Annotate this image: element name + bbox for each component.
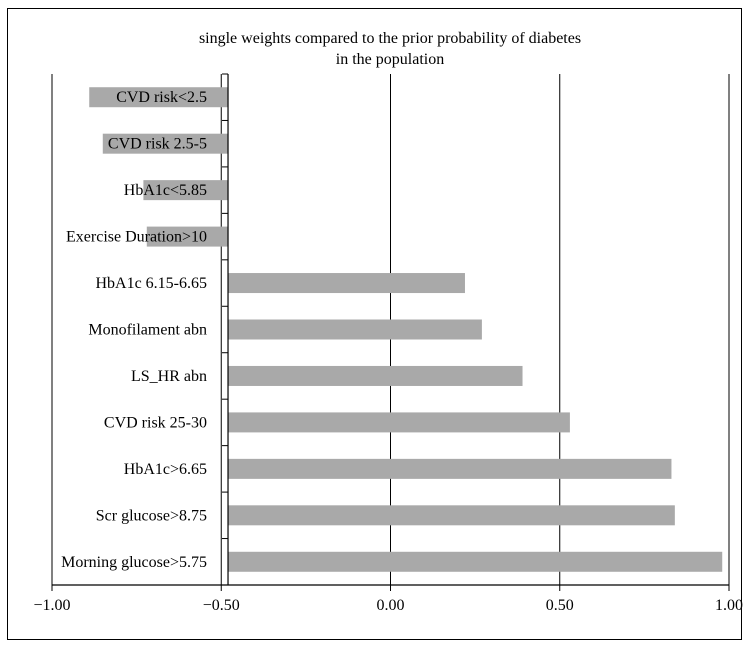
category-label-6: LS_HR abn (131, 368, 207, 385)
category-labels: CVD risk<2.5 CVD risk 2.5-5 HbA1c<5.85 Exer… (61, 89, 207, 571)
x-tick-label-4: 1.00 (715, 597, 743, 614)
chart-title-line-1: single weights compared to the prior pro… (199, 30, 581, 47)
x-tick-labels: −1.00 −0.50 0.00 0.50 1.00 (33, 597, 743, 614)
x-tick-label-3: 0.50 (546, 597, 574, 614)
category-label-7: CVD risk 25-30 (104, 414, 207, 431)
category-label-1: CVD risk 2.5-5 (108, 136, 207, 153)
bar-1 (102, 133, 229, 154)
bar-8 (228, 458, 672, 479)
category-label-5: Monofilament abn (88, 322, 207, 339)
bar-2 (143, 180, 229, 201)
bars (89, 87, 723, 572)
axes (51, 73, 730, 591)
bar-5 (228, 319, 482, 340)
gridlines (51, 74, 730, 585)
category-label-2: HbA1c<5.85 (124, 182, 207, 199)
bar-6 (228, 365, 523, 386)
bar-9 (228, 505, 675, 526)
bar-7 (228, 412, 570, 433)
x-tick-label-2: 0.00 (377, 597, 405, 614)
x-tick-label-1: −0.50 (203, 597, 240, 614)
chart-title-line-2: in the population (336, 51, 444, 68)
x-tick-label-0: −1.00 (33, 597, 70, 614)
bar-4 (228, 273, 465, 294)
bar-0 (89, 87, 229, 108)
category-label-4: HbA1c 6.15-6.65 (95, 275, 207, 292)
category-label-0: CVD risk<2.5 (116, 89, 207, 106)
category-label-9: Scr glucose>8.75 (96, 507, 207, 524)
category-label-3: Exercise Duration>10 (66, 229, 207, 246)
bar-10 (228, 551, 723, 572)
category-label-8: HbA1c>6.65 (124, 461, 207, 478)
category-label-10: Morning glucose>5.75 (61, 554, 207, 571)
bar-3 (146, 226, 229, 247)
